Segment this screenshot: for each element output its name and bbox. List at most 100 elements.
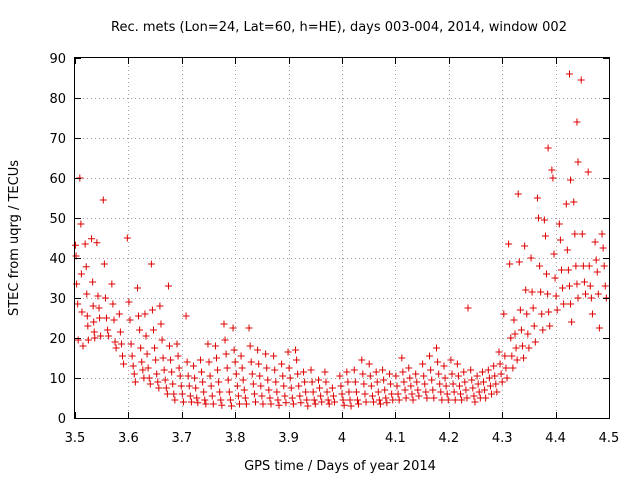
x-tick-label: 4.3 — [492, 431, 513, 446]
data-point — [83, 290, 91, 298]
data-point — [218, 401, 226, 409]
data-point — [234, 392, 242, 400]
data-point — [351, 378, 359, 386]
data-point — [375, 396, 383, 404]
data-point — [531, 338, 539, 346]
y-tick-label: 40 — [49, 252, 66, 267]
y-tick-label: 20 — [49, 332, 66, 347]
data-point — [247, 358, 255, 366]
data-point — [525, 344, 533, 352]
data-point — [209, 400, 217, 408]
data-point — [144, 364, 152, 372]
data-point — [300, 368, 308, 376]
data-point — [556, 236, 564, 244]
data-point — [345, 388, 353, 396]
data-point — [386, 370, 394, 378]
data-point — [570, 198, 578, 206]
data-point — [171, 396, 179, 404]
data-point — [535, 214, 543, 222]
data-point — [278, 360, 286, 368]
data-point — [101, 294, 109, 302]
data-point — [310, 396, 318, 404]
data-point — [454, 372, 462, 380]
data-point — [303, 396, 311, 404]
data-point — [595, 324, 603, 332]
data-point — [233, 382, 241, 390]
data-point — [412, 370, 420, 378]
data-point — [436, 380, 444, 388]
data-point — [505, 240, 513, 248]
data-point — [104, 326, 112, 334]
data-point — [493, 388, 501, 396]
data-point — [550, 250, 558, 258]
x-tick-label: 4.1 — [385, 431, 406, 446]
data-point — [222, 350, 230, 358]
data-point — [151, 344, 159, 352]
data-point — [163, 390, 171, 398]
data-point — [463, 394, 471, 402]
data-point — [441, 374, 449, 382]
data-point — [389, 396, 397, 404]
data-point — [262, 350, 270, 358]
data-point — [249, 380, 257, 388]
data-point — [497, 370, 505, 378]
data-point — [206, 372, 214, 380]
data-point — [344, 378, 352, 386]
data-point — [565, 70, 573, 78]
data-point — [366, 372, 374, 380]
data-point — [120, 360, 128, 368]
data-point — [450, 388, 458, 396]
data-point — [78, 308, 86, 316]
data-point — [337, 382, 345, 390]
data-point — [376, 400, 384, 408]
data-point — [527, 254, 535, 262]
data-point — [194, 399, 202, 407]
data-point — [139, 366, 147, 374]
data-point — [293, 356, 301, 364]
data-point — [221, 336, 229, 344]
x-axis-label: GPS time / Days of year 2014 — [244, 459, 436, 474]
data-point — [520, 354, 528, 362]
data-point — [518, 342, 526, 350]
data-point — [302, 388, 310, 396]
data-point — [331, 398, 339, 406]
data-point — [224, 376, 232, 384]
data-point — [516, 306, 524, 314]
data-point — [347, 402, 355, 410]
data-point — [564, 266, 572, 274]
data-point — [318, 398, 326, 406]
data-point — [582, 290, 590, 298]
data-point — [584, 168, 592, 176]
data-point — [167, 356, 175, 364]
data-point — [538, 310, 546, 318]
data-point — [528, 288, 536, 296]
data-point — [560, 300, 568, 308]
data-point — [421, 380, 429, 388]
data-point — [126, 316, 134, 324]
data-point — [166, 342, 174, 350]
data-point — [455, 382, 463, 390]
data-point — [240, 386, 248, 394]
data-point — [88, 235, 96, 243]
data-point — [127, 340, 135, 348]
data-point — [419, 360, 427, 368]
data-point — [521, 242, 529, 250]
data-point — [461, 378, 469, 386]
data-point — [213, 354, 221, 362]
data-point — [515, 258, 523, 266]
data-point — [272, 378, 280, 386]
data-point — [130, 370, 138, 378]
data-point — [503, 374, 511, 382]
data-point — [567, 176, 575, 184]
data-point — [323, 388, 331, 396]
data-point — [329, 392, 337, 400]
data-point — [217, 396, 225, 404]
data-point — [533, 194, 541, 202]
data-point — [220, 320, 228, 328]
data-point — [408, 390, 416, 398]
data-point — [264, 376, 272, 384]
data-point — [433, 344, 441, 352]
data-point — [324, 396, 332, 404]
data-point — [471, 398, 479, 406]
data-point — [481, 386, 489, 394]
